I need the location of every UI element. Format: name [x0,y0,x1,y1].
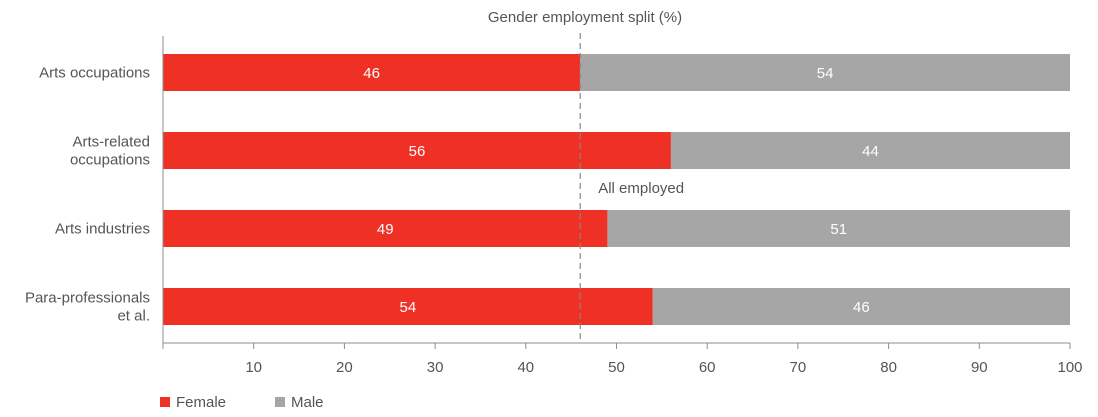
x-tick-label: 50 [608,359,625,376]
bar-value-label: 49 [377,221,394,238]
bar-value-label: 54 [400,299,417,316]
category-label-line: Arts-related [72,134,150,151]
bar-segment-male [580,54,1070,91]
bar-segment-female [163,288,653,325]
category-label: Para-professionals et al. [25,290,150,325]
category-label-line: Para-professionals [25,290,150,307]
x-tick-label: 60 [699,359,716,376]
legend-label-male: Male [291,394,324,411]
x-tick-label: 100 [1057,359,1082,376]
legend-swatch-female [160,397,170,407]
reference-line-group: All employed [579,33,684,343]
chart-title: Gender employment split (%) [488,9,682,26]
reference-line-label: All employed [598,180,684,197]
bar-segment-female [163,210,608,247]
x-tick-label: 70 [790,359,807,376]
bar-segment-female [163,54,581,91]
bar-segment-male [652,288,1070,325]
category-label: Arts industries [55,221,150,238]
bar-value-label: 54 [817,65,834,82]
x-tick-label: 30 [427,359,444,376]
bar-segment-male [607,210,1070,247]
legend-swatch-male [275,397,285,407]
bar-value-label: 44 [862,143,879,160]
bar-value-label: 46 [363,65,380,82]
legend-label-female: Female [176,394,226,411]
x-tick-label: 10 [245,359,262,376]
bar-value-label: 51 [830,221,847,238]
bars-layer: 46 54 56 44 49 51 54 46 [163,54,1070,325]
bar-value-label: 46 [853,299,870,316]
bar-segment-male [670,132,1070,169]
category-label: Arts-related occupations [70,134,150,169]
x-axis: 10 20 30 40 50 60 70 80 90 100 [162,36,1083,376]
bar-value-label: 56 [409,143,426,160]
category-label: Arts occupations [39,65,150,82]
category-label-line: occupations [70,152,150,169]
x-tick-label: 20 [336,359,353,376]
x-tick-label: 90 [971,359,988,376]
category-label-line: et al. [117,308,150,325]
bar-segment-female [163,132,671,169]
x-tick-label: 80 [880,359,897,376]
x-tick-label: 40 [517,359,534,376]
legend: Female Male [160,394,324,411]
category-label-line: Arts industries [55,221,150,238]
category-label-line: Arts occupations [39,65,150,82]
